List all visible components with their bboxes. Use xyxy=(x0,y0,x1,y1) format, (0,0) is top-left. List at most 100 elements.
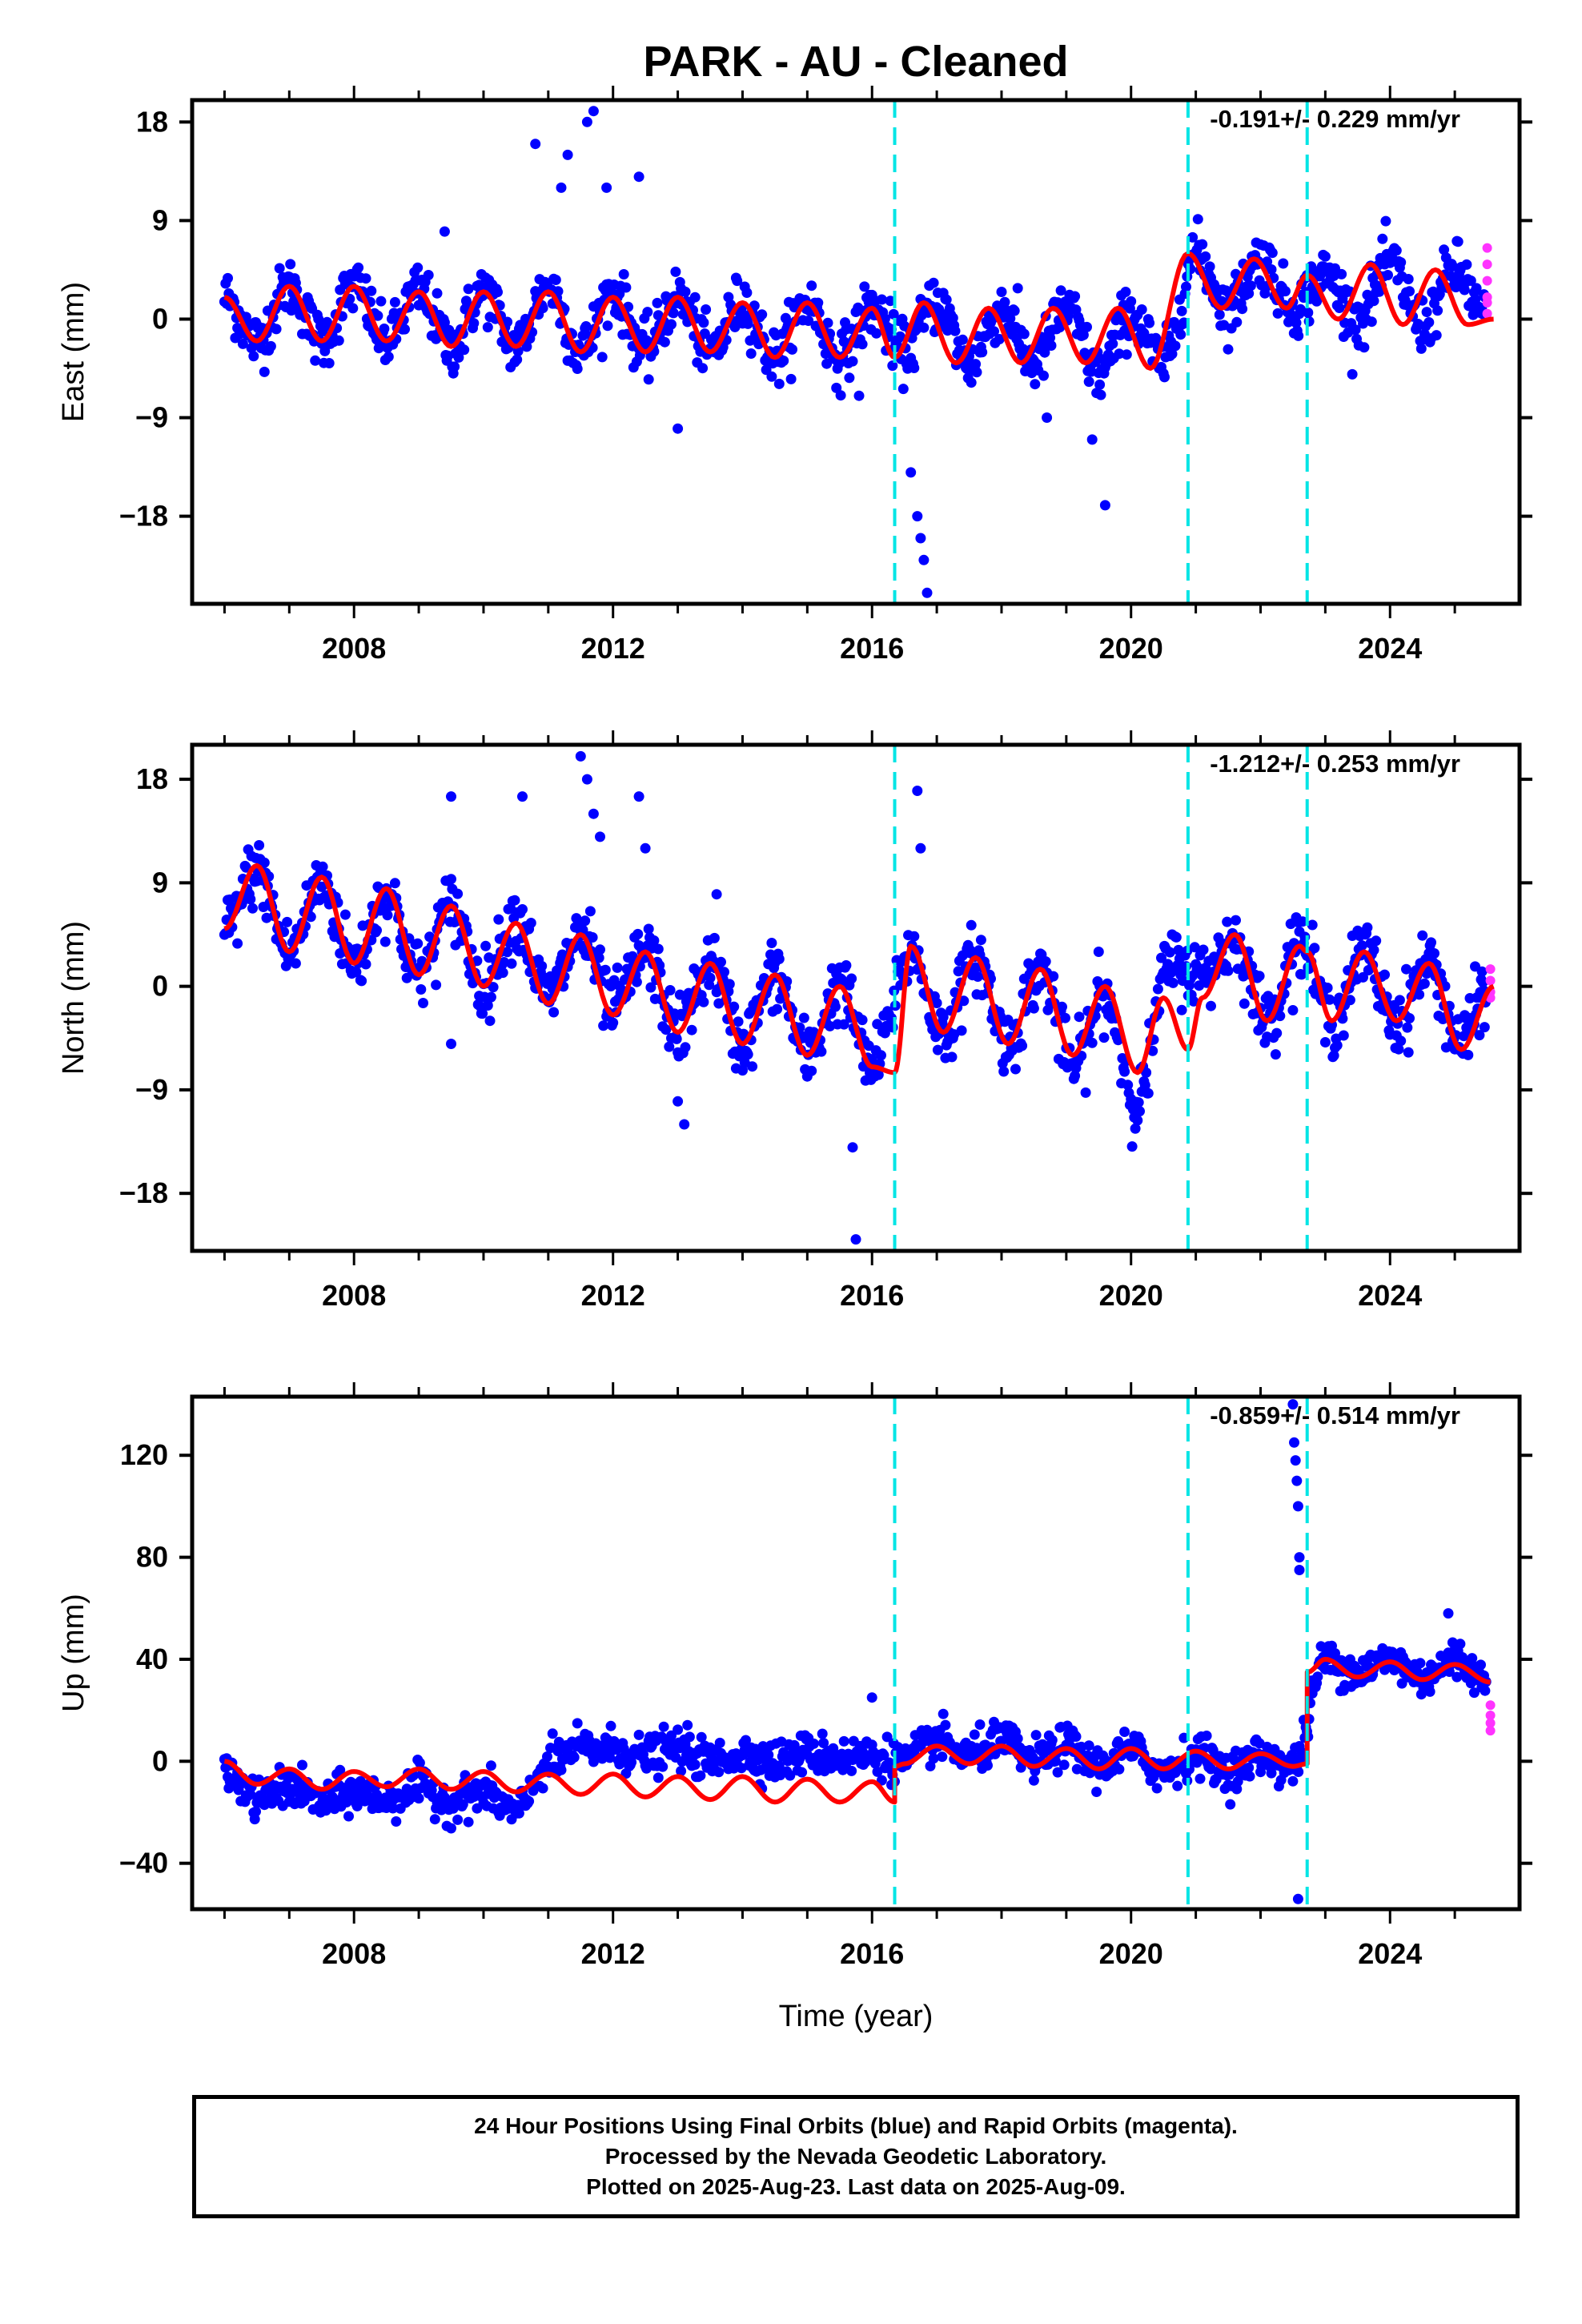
data-point xyxy=(375,296,387,307)
data-point xyxy=(1440,1042,1452,1053)
data-point xyxy=(1046,1735,1058,1746)
data-point xyxy=(1468,1687,1480,1699)
outlier-point xyxy=(581,116,592,127)
data-point xyxy=(1188,995,1199,1007)
data-point xyxy=(659,336,670,348)
data-point xyxy=(871,328,882,339)
data-point xyxy=(682,1719,693,1731)
data-point xyxy=(1231,1783,1243,1795)
data-point xyxy=(600,964,611,975)
data-point xyxy=(658,1721,669,1732)
data-point xyxy=(356,975,367,987)
data-point xyxy=(676,1766,687,1776)
data-point xyxy=(317,861,328,872)
data-point xyxy=(245,894,256,905)
data-point xyxy=(1060,1012,1070,1023)
data-point xyxy=(732,275,743,287)
outlier-point xyxy=(556,182,567,193)
data-point xyxy=(232,938,243,949)
data-point xyxy=(1052,1767,1063,1778)
data-point xyxy=(701,304,712,315)
data-point xyxy=(1086,1037,1098,1048)
data-point xyxy=(387,1803,399,1814)
data-point xyxy=(497,967,508,979)
data-point xyxy=(1280,286,1291,297)
data-point xyxy=(1070,291,1081,302)
data-point xyxy=(1119,1727,1130,1737)
data-point xyxy=(686,1024,697,1035)
data-point xyxy=(1479,1022,1490,1033)
outlier-point xyxy=(517,791,528,802)
data-point xyxy=(1419,978,1430,989)
data-point xyxy=(1134,1106,1145,1117)
data-point xyxy=(580,915,591,927)
data-point xyxy=(970,962,982,973)
data-point xyxy=(1297,916,1308,927)
data-point xyxy=(620,282,632,293)
y-tick-label: 0 xyxy=(152,970,168,1003)
y-tick-label: −9 xyxy=(135,1073,168,1106)
y-tick-label: 40 xyxy=(136,1642,168,1675)
data-point xyxy=(1293,1767,1304,1777)
data-point xyxy=(413,1793,424,1804)
data-point xyxy=(897,384,909,395)
data-point xyxy=(446,874,456,885)
data-point xyxy=(423,270,434,280)
data-point xyxy=(1200,251,1211,262)
data-point xyxy=(513,1807,524,1819)
data-point xyxy=(463,283,474,295)
data-point xyxy=(1028,1775,1039,1786)
outlier-point xyxy=(1289,1437,1299,1448)
data-point xyxy=(1237,304,1248,315)
data-point xyxy=(966,377,977,388)
data-point xyxy=(1319,251,1331,262)
x-tick-label: 2016 xyxy=(840,1279,904,1312)
data-point xyxy=(1262,256,1273,267)
x-tick-label: 2024 xyxy=(1358,1937,1422,1970)
x-axis-label: Time (year) xyxy=(779,2000,934,2033)
data-point xyxy=(436,1804,447,1815)
data-point xyxy=(1214,309,1225,320)
data-point xyxy=(1192,214,1203,225)
data-point xyxy=(876,1050,886,1061)
y-tick-label: 0 xyxy=(152,1744,168,1777)
data-point xyxy=(1356,940,1367,951)
data-point xyxy=(1070,1731,1082,1742)
y-tick-label: 18 xyxy=(136,105,168,138)
data-point xyxy=(806,280,817,292)
data-point xyxy=(548,1007,560,1018)
plot-area-1 xyxy=(219,745,1496,1251)
outlier-point xyxy=(912,786,923,796)
data-point xyxy=(680,1042,691,1053)
data-point xyxy=(1018,328,1030,340)
data-point xyxy=(974,1719,986,1730)
data-point xyxy=(661,1024,672,1035)
data-point xyxy=(1307,919,1318,931)
data-point xyxy=(1080,1087,1091,1098)
data-point xyxy=(584,906,596,917)
rapid-orbit-point xyxy=(1485,1726,1496,1736)
data-point xyxy=(1452,236,1464,247)
data-point xyxy=(996,287,1007,297)
data-point xyxy=(347,303,359,314)
rapid-orbit-point xyxy=(1482,259,1492,270)
data-point xyxy=(1054,322,1066,333)
data-point xyxy=(1195,1773,1206,1784)
data-point xyxy=(950,325,961,336)
outlier-point xyxy=(575,750,586,762)
data-point xyxy=(1046,340,1057,351)
data-point xyxy=(360,273,371,284)
data-point xyxy=(648,935,660,946)
data-point xyxy=(1098,1032,1110,1043)
data-point xyxy=(271,324,282,335)
data-point xyxy=(998,1066,1010,1077)
y-tick-label: 80 xyxy=(136,1541,168,1574)
data-point xyxy=(1358,971,1368,983)
data-point xyxy=(1315,271,1326,282)
data-point xyxy=(1267,247,1278,259)
outlier-point xyxy=(1287,1399,1299,1410)
outlier-point xyxy=(1093,947,1104,957)
data-point xyxy=(1223,965,1234,976)
data-point xyxy=(689,292,701,303)
outlier-point xyxy=(1294,1552,1305,1563)
